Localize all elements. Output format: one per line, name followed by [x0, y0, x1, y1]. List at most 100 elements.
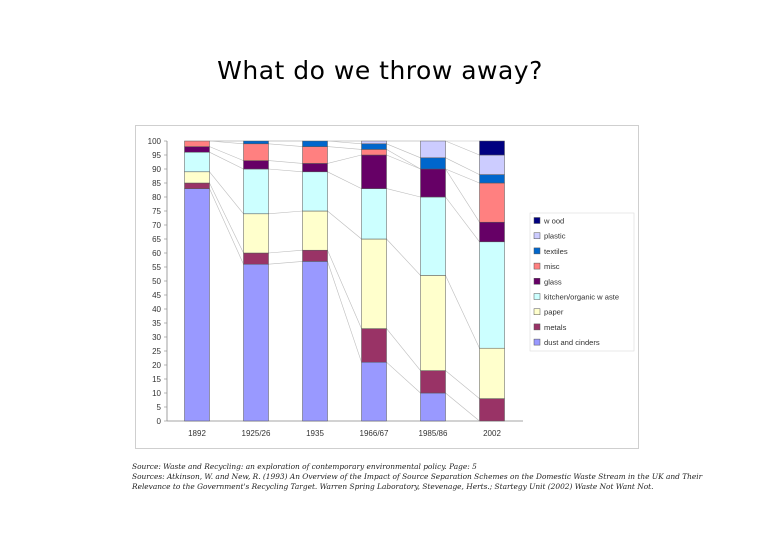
series-connector-line	[209, 182, 244, 254]
series-connector-line	[327, 171, 362, 189]
legend-swatch	[533, 278, 541, 285]
legend-swatch	[533, 323, 541, 331]
series-connector-line	[327, 210, 362, 240]
bar-segment-glass	[479, 221, 505, 243]
source-line-2: Sources: Atkinson, W. and New, R. (1993)…	[132, 472, 703, 481]
x-tick-label: 1966/67	[360, 429, 389, 438]
bar-segment-w-ood	[479, 140, 505, 156]
y-tick-label: 30	[152, 333, 161, 342]
bar-segment-kitchen-organic-w-aste	[420, 196, 446, 276]
series-connector-line	[268, 249, 303, 254]
y-tick-label: 5	[157, 403, 162, 412]
legend-label: dust and cinders	[544, 338, 600, 347]
y-tick-label: 10	[152, 389, 161, 398]
legend-label: misc	[544, 262, 560, 271]
x-tick-label: 1985/86	[419, 429, 448, 438]
legend-label: kitchen/organic w aste	[544, 293, 619, 302]
source-line-3: Relevance to the Government's Recycling …	[132, 482, 654, 491]
y-tick-label: 35	[152, 319, 161, 328]
series-connector-line	[445, 196, 480, 242]
bar-segment-dust-and-cinders	[184, 188, 210, 422]
bar-segment-kitchen-organic-w-aste	[361, 188, 387, 240]
legend-swatch	[533, 338, 541, 346]
legend-swatch	[533, 308, 541, 315]
series-connector-line	[445, 157, 480, 175]
bar-segment-textiles	[361, 143, 387, 150]
series-connector-line	[209, 151, 244, 170]
series-connector-line	[268, 261, 303, 265]
y-tick-label: 85	[152, 179, 161, 188]
bar-segment-textiles	[420, 157, 446, 170]
y-tick-label: 60	[152, 249, 161, 258]
bar-segment-metals	[420, 370, 446, 394]
bar-segment-metals	[361, 328, 387, 363]
bar-segment-glass	[184, 146, 210, 153]
legend-label: textiles	[544, 247, 568, 256]
bar-segment-metals	[479, 398, 505, 422]
series-connector-line	[386, 149, 421, 170]
bar-segment-dust-and-cinders	[302, 261, 328, 422]
slide-title: What do we throw away?	[217, 56, 543, 85]
bar-segment-misc	[184, 140, 210, 147]
bar-segment-paper	[479, 347, 505, 399]
series-connector-line	[386, 361, 421, 394]
series-connector-line	[209, 171, 244, 214]
bar-segment-paper	[420, 275, 446, 371]
bar-segment-kitchen-organic-w-aste	[302, 171, 328, 212]
bar-segment-plastic	[420, 140, 446, 159]
bar-segment-paper	[361, 238, 387, 329]
legend-swatch	[533, 247, 541, 255]
series-connector-line	[386, 154, 421, 170]
series-connector-line	[445, 275, 480, 349]
bar-segment-glass	[302, 163, 328, 173]
bar-segment-misc	[243, 143, 269, 161]
legend-swatch	[533, 262, 541, 270]
bar-segment-metals	[243, 252, 269, 265]
series-connector-line	[445, 370, 480, 399]
series-connector-line	[327, 250, 362, 329]
bar-segment-plastic	[361, 140, 387, 145]
series-connector-line	[386, 143, 421, 159]
bar-segment-kitchen-organic-w-aste	[243, 168, 269, 215]
bar-segment-kitchen-organic-w-aste	[184, 151, 210, 173]
series-connector-line	[209, 146, 244, 161]
y-tick-label: 55	[152, 263, 161, 272]
legend-label: plastic	[544, 232, 566, 241]
x-tick-label: 1892	[188, 429, 206, 438]
source-line-1: Source: Waste and Recycling: an explorat…	[132, 462, 477, 471]
bar-segment-textiles	[302, 140, 328, 147]
series-connector-line	[386, 328, 421, 371]
bar-segment-paper	[302, 210, 328, 251]
y-tick-label: 100	[148, 137, 162, 146]
x-tick-label: 2002	[483, 429, 501, 438]
stacked-bar-chart: 0 5 10 15 20 25 30 35 40 45 50 55 60 65 70 75 80 85 90 95 10…	[148, 137, 635, 438]
bar-segment-metals	[184, 182, 210, 189]
y-tick-label: 45	[152, 291, 161, 300]
series-connector-line	[327, 261, 362, 363]
y-tick-label: 95	[152, 151, 161, 160]
bar-segment-glass	[420, 168, 446, 198]
series-connector-line	[445, 140, 480, 156]
series-connector-line	[209, 140, 244, 145]
bar-segment-plastic	[479, 154, 505, 175]
y-tick-label: 15	[152, 375, 161, 384]
series-connector-line	[386, 188, 421, 198]
bar-segment-misc	[479, 182, 505, 223]
y-tick-label: 75	[152, 207, 161, 216]
bar-segment-textiles	[479, 174, 505, 184]
legend-label: w ood	[543, 217, 564, 226]
series-connector-line	[445, 168, 480, 223]
bar-segment-misc	[302, 146, 328, 164]
bar-segment-paper	[184, 171, 210, 184]
y-tick-label: 50	[152, 277, 161, 286]
legend-box	[529, 212, 635, 352]
y-tick-label: 65	[152, 235, 161, 244]
series-connector-line	[327, 146, 362, 150]
series-connector-line	[327, 154, 362, 164]
bar-segment-misc	[361, 149, 387, 156]
x-tick-label: 1935	[306, 429, 324, 438]
legend-swatch	[533, 293, 541, 300]
bar-segment-glass	[361, 154, 387, 189]
series-connector-line	[445, 168, 480, 184]
y-tick-label: 0	[157, 417, 162, 426]
